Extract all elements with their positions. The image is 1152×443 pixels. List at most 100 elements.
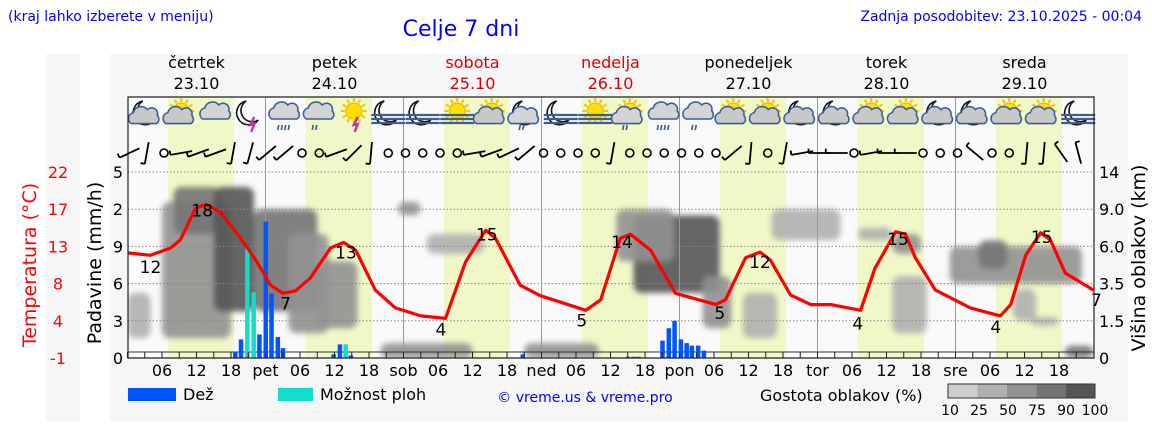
rain-bar bbox=[257, 334, 262, 358]
wind-barb bbox=[1075, 140, 1080, 144]
wind-staff bbox=[170, 150, 193, 156]
x-hour-label: 06 bbox=[704, 361, 724, 380]
sun-ray bbox=[602, 103, 608, 108]
sun-ray bbox=[499, 103, 504, 108]
precipitation-tick: 2 bbox=[113, 200, 123, 219]
cloud-patch bbox=[397, 201, 421, 216]
rain-bar bbox=[631, 356, 636, 358]
wind-staff bbox=[782, 142, 788, 164]
wind-calm-icon bbox=[417, 148, 428, 158]
wind-barb bbox=[778, 162, 784, 165]
sun-ray bbox=[725, 99, 730, 104]
wind-barb-icon bbox=[323, 148, 348, 158]
wind-barb bbox=[272, 156, 278, 161]
wind-calm-icon bbox=[952, 148, 963, 158]
wind-barb bbox=[1054, 140, 1059, 145]
wind-barb bbox=[168, 150, 172, 156]
last-update: Zadnja posodobitev: 23.10.2025 - 00:04 bbox=[860, 9, 1142, 25]
sun-ray bbox=[1016, 103, 1022, 108]
wind-calm-icon bbox=[452, 148, 463, 158]
wind-staff bbox=[965, 145, 984, 161]
rain-bar bbox=[678, 339, 684, 358]
day-date-6: 29.10 bbox=[1002, 74, 1048, 93]
legend: Dež Možnost ploh © vreme.us & vreme.pro … bbox=[128, 383, 1108, 419]
sun-cloud-icon bbox=[714, 98, 747, 125]
sun-ray bbox=[771, 99, 776, 104]
cloud-shape bbox=[268, 101, 301, 120]
cloud-scale-cell bbox=[977, 384, 1007, 398]
sun-ray bbox=[913, 103, 918, 108]
wind-barb bbox=[323, 152, 328, 158]
wind-barb bbox=[789, 150, 793, 156]
temperature-axis-title: Temperatura (°C) bbox=[19, 183, 41, 348]
wind-barb bbox=[965, 141, 970, 147]
wind-staff bbox=[230, 142, 236, 164]
x-day-label: sre bbox=[943, 361, 967, 380]
rain-bar bbox=[666, 328, 672, 358]
wind-staff bbox=[1024, 141, 1029, 165]
rain-bar bbox=[672, 320, 677, 358]
copyright-link[interactable]: © vreme.us & vreme.pro bbox=[497, 390, 672, 406]
wind-barb-icon bbox=[272, 145, 294, 161]
wind-barb bbox=[606, 162, 611, 165]
sun-ray bbox=[1051, 103, 1056, 108]
sun-disc bbox=[586, 102, 604, 120]
x-hour-label: 18 bbox=[221, 361, 241, 380]
wind-staff bbox=[325, 148, 348, 158]
sun-ray bbox=[1001, 99, 1006, 104]
wind-staff bbox=[119, 147, 140, 159]
moon-fog-icon bbox=[371, 100, 406, 126]
wind-calm-icon bbox=[590, 148, 601, 158]
day-name-5: torek bbox=[866, 53, 908, 72]
x-hour-label: 18 bbox=[911, 361, 931, 380]
lightning-bolt bbox=[248, 116, 257, 133]
wind-barb-icon bbox=[1021, 141, 1029, 165]
wind-barb-icon bbox=[226, 142, 236, 165]
precipitation-tick: 0 bbox=[113, 349, 123, 368]
cloud-shape bbox=[783, 105, 816, 125]
day-date-0: 23.10 bbox=[174, 74, 220, 93]
cloud-patch bbox=[892, 234, 921, 254]
temperature-tick: 17 bbox=[48, 200, 68, 219]
x-hour-label: 12 bbox=[876, 361, 896, 380]
temperature-label: 13 bbox=[335, 244, 357, 264]
cloud-shape bbox=[507, 105, 540, 125]
wind-barb-icon bbox=[255, 145, 277, 161]
precipitation-tick: 5 bbox=[113, 163, 123, 182]
moon-cloud-icon bbox=[817, 100, 850, 126]
day-name-2: sobota bbox=[445, 53, 499, 72]
sun-ray bbox=[1036, 99, 1041, 104]
legend-rain-label: Dež bbox=[183, 385, 214, 404]
wind-barb bbox=[342, 157, 347, 162]
location-hint[interactable]: (kraj lahko izberete v meniju) bbox=[8, 9, 214, 25]
sun-shape bbox=[340, 98, 367, 124]
rain-drop bbox=[518, 124, 522, 131]
cloud-light-rain-icon bbox=[302, 101, 335, 131]
wind-barb-icon bbox=[1038, 141, 1046, 165]
x-hour-label: 12 bbox=[324, 361, 344, 380]
cloud-patch bbox=[771, 209, 841, 241]
left-panel-bg bbox=[46, 54, 80, 422]
temperature-label: 4 bbox=[435, 320, 446, 340]
wind-calm-icon bbox=[659, 148, 670, 158]
sun-ray bbox=[622, 99, 627, 104]
cloud-shape bbox=[955, 105, 988, 125]
cloud-patch bbox=[702, 276, 732, 329]
temperature-label: 5 bbox=[714, 304, 725, 324]
cloud-height-tick: 6.0 bbox=[1099, 237, 1124, 256]
x-hour-label: 06 bbox=[566, 361, 586, 380]
cloud-icon bbox=[199, 101, 232, 120]
cloud-scale-label: 10 bbox=[941, 403, 959, 419]
wind-calm-icon bbox=[435, 148, 445, 158]
cloud-shape bbox=[472, 105, 505, 125]
rain-bar bbox=[331, 354, 336, 358]
rain-drop bbox=[283, 124, 287, 131]
moon-thunder-icon bbox=[235, 100, 259, 133]
wind-barb bbox=[479, 152, 483, 158]
wind-staff bbox=[1053, 143, 1069, 163]
showers-bar bbox=[343, 344, 348, 358]
moon-fog-icon bbox=[1061, 100, 1096, 126]
sun-cloud-icon bbox=[990, 98, 1023, 125]
rain-drop bbox=[521, 124, 525, 131]
moon-fog-icon bbox=[543, 100, 578, 126]
